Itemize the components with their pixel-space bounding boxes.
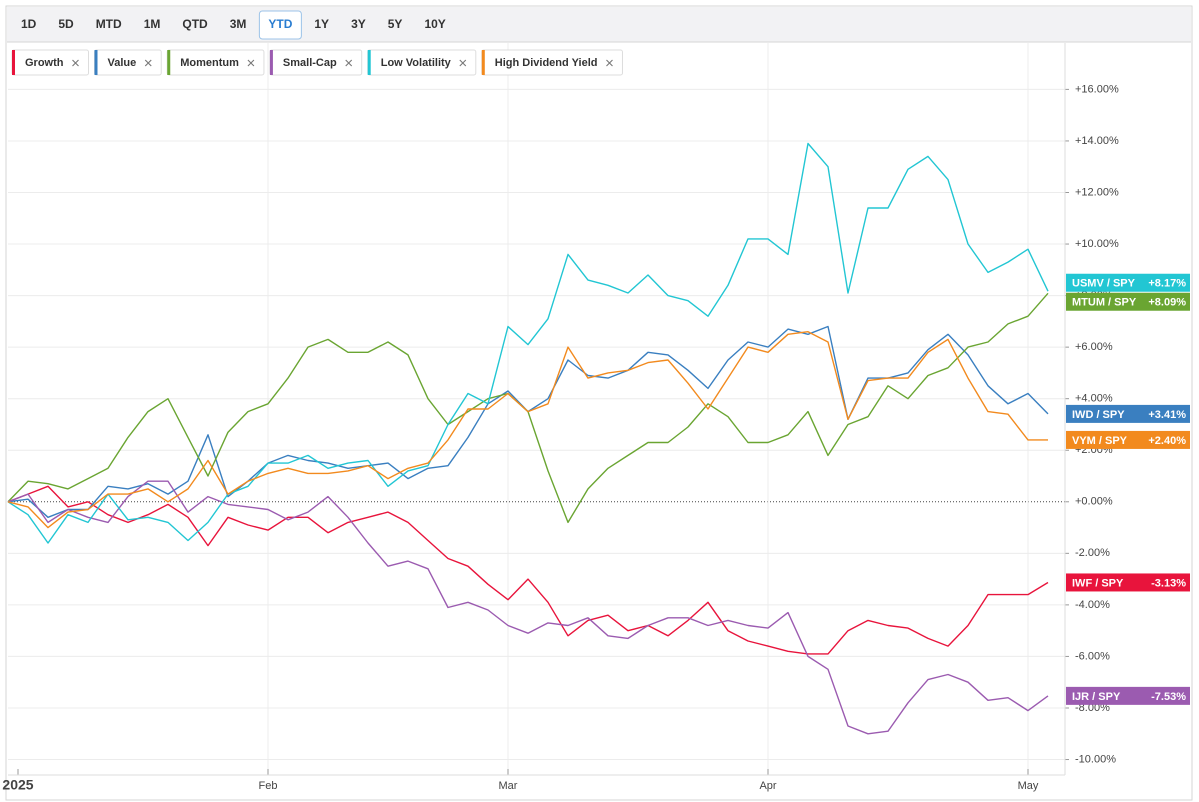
end-tag-ticker: VYM / SPY [1072,435,1128,447]
range-button-label[interactable]: MTD [96,17,122,31]
range-button[interactable]: 3Y [342,11,375,39]
end-tag: VYM / SPY +2.40% [1066,430,1190,449]
y-tick-label: +6.00% [1075,341,1113,353]
legend-remove-icon[interactable] [72,59,79,67]
legend-item[interactable]: Small-Cap [269,49,363,76]
range-button[interactable]: 5D [49,11,82,39]
end-tag-ticker: IWF / SPY [1072,577,1124,589]
x-tick-label: 2025 [2,777,33,793]
legend-label: Value [108,57,137,69]
range-button-label[interactable]: YTD [268,17,292,31]
end-tag-bg [1066,292,1190,311]
range-button-label[interactable]: 3M [230,17,247,31]
end-tag-value: +8.09% [1148,297,1186,309]
end-tag: USMV / SPY +8.17% [1066,273,1190,292]
legend-item[interactable]: Growth [11,49,89,76]
series-line [7,331,1048,529]
end-tag-value: -7.53% [1151,691,1186,703]
legend-swatch [367,50,371,75]
y-tick-label: +0.00% [1075,496,1113,508]
x-tick-label: Feb [259,780,278,792]
y-tick-label: +12.00% [1075,186,1119,198]
range-button[interactable]: 1Y [305,11,338,39]
frame [5,5,1193,801]
legend-swatch [12,50,15,75]
end-tag-bg [1066,430,1190,449]
range-button-label[interactable]: 1M [144,17,161,31]
legend-item[interactable]: Low Volatility [367,49,477,76]
end-tag: MTUM / SPY +8.09% [1066,292,1190,311]
end-tag-ticker: MTUM / SPY [1072,297,1137,309]
end-tag-ticker: IJR / SPY [1072,691,1121,703]
range-button-label[interactable]: 10Y [424,17,445,31]
end-tag-value: -3.13% [1151,577,1186,589]
series-line [7,485,1049,655]
end-tag: IJR / SPY -7.53% [1066,686,1190,705]
legend-remove-icon[interactable] [459,59,467,67]
range-button-label[interactable]: QTD [182,17,208,31]
legend-swatch [94,50,98,75]
end-tag-value: +2.40% [1148,435,1186,447]
legend-label: Small-Cap [283,57,337,69]
legend-swatch [269,50,273,75]
x-tick-label: May [1018,780,1039,792]
toolbar [7,7,1191,42]
end-tag-value: +3.41% [1148,409,1186,421]
range-button-label[interactable]: 1D [21,17,37,31]
end-tag-value: +8.17% [1148,278,1186,290]
y-tick-label: +4.00% [1075,393,1113,405]
range-button[interactable]: 1D [12,11,45,39]
end-tag-bg [1066,573,1190,592]
end-tag-bg [1066,273,1190,292]
legend-item[interactable]: Value [94,49,162,76]
end-tag: IWF / SPY -3.13% [1066,573,1190,592]
legend-label: Growth [25,57,64,69]
y-tick-label: -2.00% [1075,547,1110,559]
legend-swatch [167,50,171,75]
range-button-bg[interactable] [258,10,302,40]
range-button-label[interactable]: 5Y [388,17,403,31]
y-tick-label: -4.00% [1075,599,1110,611]
legend-item[interactable]: High Dividend Yield [481,49,623,76]
end-tag-ticker: USMV / SPY [1072,278,1136,290]
range-button[interactable]: 1M [135,11,170,39]
range-button[interactable]: YTD [258,10,302,40]
end-tag-bg [1066,404,1190,423]
range-button-label[interactable]: 5D [58,17,74,31]
range-button[interactable]: QTD [173,11,216,39]
series-line [7,142,1049,544]
legend-remove-icon[interactable] [345,59,353,67]
range-button[interactable]: 10Y [415,11,454,39]
x-tick-label: Apr [759,780,776,792]
range-button[interactable]: 3M [221,11,256,39]
legend-label: High Dividend Yield [495,57,598,69]
y-tick-label: -8.00% [1075,702,1110,714]
legend-remove-icon[interactable] [606,59,613,67]
y-tick-label: -6.00% [1075,650,1110,662]
end-tag-ticker: IWD / SPY [1072,409,1125,421]
legend-item[interactable]: Momentum [166,49,265,76]
range-button-label[interactable]: 1Y [314,17,329,31]
range-button-label[interactable]: 3Y [351,17,366,31]
y-tick-label: +16.00% [1075,83,1119,95]
legend-remove-icon[interactable] [247,59,255,67]
legend-label: Momentum [180,57,239,69]
legend-swatch [481,50,485,75]
y-tick-label: +10.00% [1075,238,1119,250]
y-tick-label: -10.00% [1075,753,1116,765]
end-tag: IWD / SPY +3.41% [1066,404,1190,423]
end-tag-bg [1066,686,1190,705]
legend-remove-icon[interactable] [144,59,152,67]
range-button[interactable]: MTD [87,11,131,39]
series-line [7,480,1049,735]
x-tick-label: Mar [499,780,518,792]
range-button[interactable]: 5Y [379,11,412,39]
y-tick-label: +14.00% [1075,135,1119,147]
legend-label: Low Volatility [381,57,452,69]
